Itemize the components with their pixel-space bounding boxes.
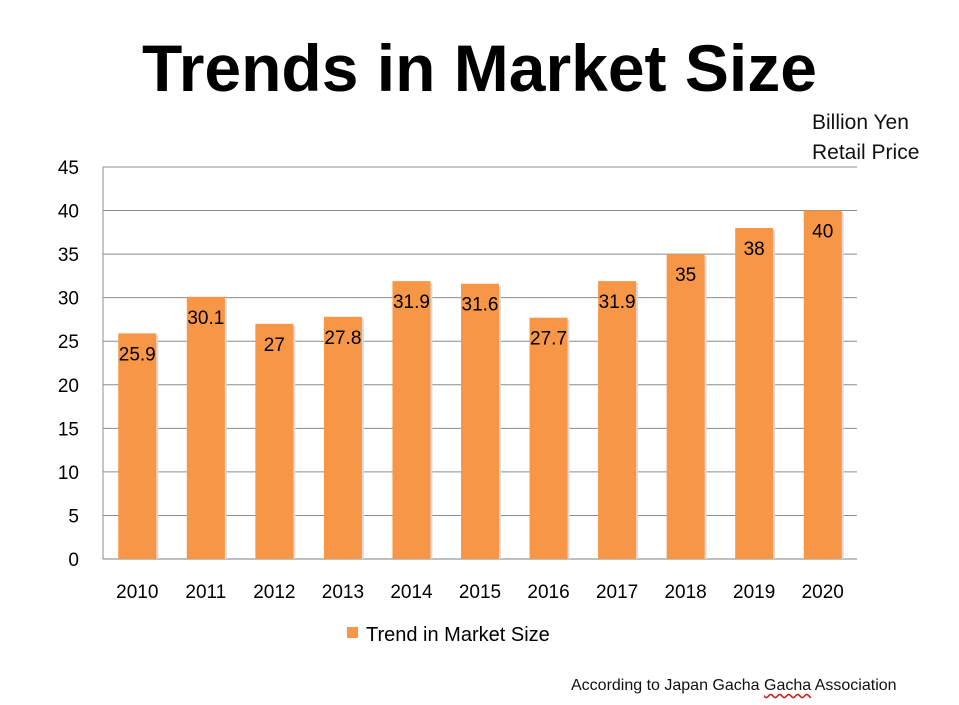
unit-line-price-basis: Retail Price: [812, 141, 920, 164]
bar: [392, 281, 431, 559]
x-axis-ticks: 2010 2011 2012 2013 2014 2015 2016 2017 2018 2019…: [116, 582, 844, 603]
y-tick-label: 20: [58, 376, 79, 397]
bar: [323, 316, 362, 559]
bar: [461, 283, 499, 559]
y-tick-label: 15: [58, 419, 79, 440]
y-tick-label: 5: [68, 506, 79, 527]
x-tick-label: 2017: [596, 582, 638, 603]
bar: [803, 210, 842, 560]
data-label: 27.8: [324, 328, 361, 349]
y-tick-label: 25: [58, 332, 79, 353]
bar: [255, 323, 294, 559]
y-tick-label: 40: [58, 202, 79, 223]
bar: [598, 281, 637, 559]
x-tick-label: 2016: [527, 582, 569, 603]
chart-title: Trends in Market Size: [142, 31, 817, 105]
bar: [529, 317, 568, 559]
bar: [735, 227, 774, 559]
source-suffix: Association: [811, 677, 897, 694]
legend-swatch: [347, 627, 358, 638]
x-tick-label: 2011: [185, 582, 226, 603]
x-tick-label: 2018: [664, 582, 706, 603]
bar: [186, 296, 225, 559]
data-label: 31.6: [462, 295, 499, 316]
bar: [666, 254, 705, 559]
x-tick-label: 2012: [253, 582, 295, 603]
unit-line-currency: Billion Yen: [812, 111, 909, 134]
x-tick-label: 2015: [459, 582, 501, 603]
unit-label: Billion Yen Retail Price: [812, 108, 919, 168]
x-tick-label: 2020: [802, 582, 844, 603]
y-tick-label: 30: [58, 289, 79, 310]
y-tick-label: 35: [58, 245, 79, 266]
data-label: 31.9: [393, 292, 430, 313]
data-label: 30.1: [187, 308, 224, 329]
data-label: 40: [812, 222, 833, 243]
data-label: 35: [675, 265, 696, 286]
data-label: 27: [264, 335, 285, 356]
x-tick-label: 2013: [322, 582, 364, 603]
data-labels: 25.9 30.1 27 27.8 31.9 31.6 27.7 31.9 35 38 40: [119, 222, 834, 366]
y-axis-ticks: 0 5 10 15 20 25 30 35 40 45: [58, 158, 79, 571]
data-label: 38: [744, 239, 765, 260]
data-label: 31.9: [599, 292, 636, 313]
y-tick-label: 10: [58, 463, 79, 484]
data-label: 25.9: [119, 344, 156, 365]
source-underlined-word: Gacha: [764, 677, 812, 694]
y-tick-label: 0: [68, 550, 79, 571]
source-prefix: According to Japan Gacha: [571, 677, 765, 694]
legend: Trend in Market Size: [347, 624, 550, 646]
x-tick-label: 2010: [116, 582, 158, 603]
legend-label: Trend in Market Size: [366, 624, 550, 646]
data-label: 27.7: [530, 329, 567, 350]
bar: [118, 333, 157, 559]
x-tick-label: 2014: [390, 582, 433, 603]
y-tick-label: 45: [58, 158, 79, 179]
x-tick-label: 2019: [733, 582, 775, 603]
bars: [118, 210, 844, 560]
source-note: According to Japan Gacha Gacha Associati…: [571, 677, 897, 695]
